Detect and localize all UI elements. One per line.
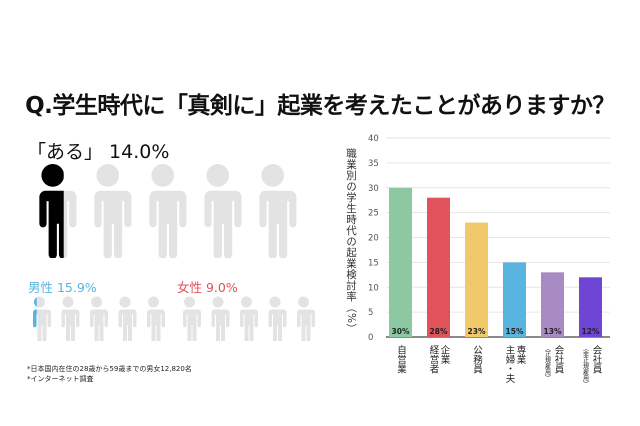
page-title: Q.学生時代に「真剣に」起業を考えたことがありますか？: [25, 93, 615, 119]
male-label: 男性 15.9%: [28, 280, 97, 295]
person-icon: [35, 164, 77, 258]
bar-chart: 0 5 10 15 20 25 30 35 40 30% 28% 23% 15% 13% 12%: [368, 134, 610, 343]
y-axis-label: 職業別の学生時代の起業検討率（%）: [345, 148, 357, 335]
y-tick-label: 25: [368, 209, 379, 219]
person-icon: [181, 296, 201, 341]
footnote-method: *インターネット調査: [27, 375, 94, 383]
person-icon: [145, 164, 187, 258]
person-icon: [145, 296, 165, 341]
y-tick-label: 10: [368, 283, 379, 293]
overall-figures: [35, 164, 297, 258]
person-icon: [238, 296, 258, 341]
y-tick-label: 40: [368, 134, 379, 144]
category-label: 自営業: [395, 345, 406, 374]
male-figures: [31, 296, 165, 341]
data-label: 15%: [506, 327, 524, 336]
person-icon: [295, 296, 315, 341]
y-tick-label: 5: [368, 308, 373, 318]
category-label: 専業 主婦・夫: [503, 345, 526, 383]
data-label: 23%: [468, 327, 486, 336]
data-label: 12%: [582, 327, 600, 336]
y-tick-label: 15: [368, 258, 379, 268]
bar: [541, 272, 564, 337]
y-tick-label: 20: [368, 234, 379, 244]
female-label: 女性 9.0%: [177, 280, 238, 295]
data-label: 30%: [392, 327, 410, 336]
person-icon: [59, 296, 80, 341]
data-label: 28%: [430, 327, 448, 336]
person-icon: [255, 164, 297, 258]
bar: [503, 262, 526, 337]
category-label: 会社員 （正規雇用）: [543, 345, 564, 381]
category-label: 公務員: [471, 345, 482, 374]
bar: [389, 187, 412, 337]
footnote-sample: *日本国内在住の28歳から59歳までの男女12,820名: [27, 365, 192, 373]
bar: [427, 197, 450, 337]
person-icon: [88, 296, 108, 341]
category-label: 会社員 （非正規雇用）: [581, 345, 602, 387]
person-icon: [266, 296, 287, 341]
person-icon: [209, 296, 230, 341]
bar: [465, 222, 488, 337]
y-tick-label: 0: [368, 333, 373, 343]
person-icon: [31, 296, 51, 341]
person-icon: [116, 296, 137, 341]
person-icon: [200, 164, 242, 258]
y-tick-label: 30: [368, 184, 379, 194]
overall-label: 「ある」 14.0%: [27, 141, 170, 163]
bar: [579, 277, 602, 337]
female-figures: [181, 296, 315, 341]
person-icon: [90, 164, 132, 258]
data-label: 13%: [544, 327, 562, 336]
y-tick-label: 35: [368, 159, 379, 169]
category-label: 企業 経営者: [427, 345, 450, 374]
